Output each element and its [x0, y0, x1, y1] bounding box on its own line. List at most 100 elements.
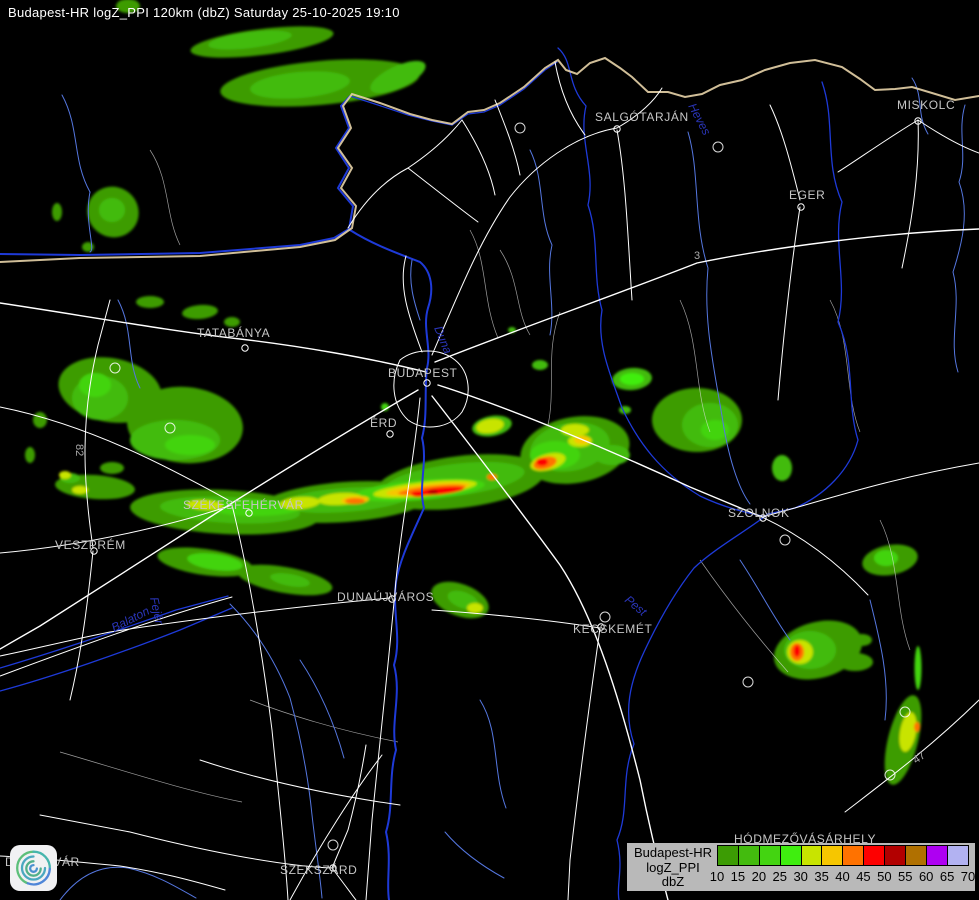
radar-echo	[487, 474, 497, 480]
city-marker	[423, 379, 431, 387]
legend-tick: 50	[877, 869, 892, 884]
radar-echo	[187, 553, 243, 571]
legend-tick: 70	[960, 869, 976, 884]
road-ring-m0	[393, 350, 469, 428]
settlement-marker	[712, 141, 724, 153]
marker-layer	[90, 117, 922, 872]
radar-echo	[536, 458, 548, 466]
road	[777, 206, 801, 401]
radar-echo	[428, 490, 438, 494]
county-line	[149, 149, 181, 246]
settlement-marker	[779, 534, 791, 546]
road	[365, 397, 421, 900]
river-stream	[952, 104, 966, 373]
road	[0, 406, 229, 501]
legend-ticks: 10 15 20 25 30 35 40 45 50 55 60 65 70	[710, 869, 977, 885]
road-layer	[0, 61, 979, 900]
city-label: KECSKEMÉT	[573, 621, 652, 636]
county-line-layer	[59, 149, 911, 803]
river-danube	[349, 229, 433, 900]
radar-title: Budapest-HR logZ_PPI 120km (dbZ) Saturda…	[8, 5, 400, 20]
county-label: Heves	[685, 101, 713, 138]
radar-echo	[25, 447, 35, 463]
road	[39, 814, 333, 869]
settlement-marker	[599, 611, 611, 623]
city-marker	[759, 514, 767, 522]
legend-tick: 40	[835, 869, 850, 884]
city-marker	[329, 864, 337, 872]
city-label: BUDAPEST	[388, 366, 458, 380]
city-label: ÉRD	[370, 415, 397, 430]
road	[347, 119, 463, 229]
road	[331, 744, 367, 869]
legend-tick: 25	[772, 869, 787, 884]
city-label: DUNAÚJVÁROS	[337, 589, 434, 604]
legend-tick: 60	[918, 869, 934, 884]
radar-echo	[345, 498, 365, 504]
road	[0, 504, 233, 554]
road	[616, 129, 633, 301]
radar-echo	[210, 500, 300, 516]
road	[0, 596, 233, 677]
legend-color-box	[779, 845, 802, 866]
river-danube	[0, 95, 355, 257]
radar-echo	[33, 412, 47, 428]
city-label: SZÉKESFEHÉRVÁR	[183, 497, 304, 512]
road	[331, 867, 357, 900]
radar-echo	[620, 373, 644, 385]
road	[917, 119, 979, 154]
river-stream	[869, 599, 887, 721]
legend-color-box	[842, 845, 865, 866]
radar-echo	[99, 198, 125, 222]
legend-panel: Budapest-HR logZ_PPI dbZ 10 15 20 25 30 35 40 4…	[627, 843, 975, 891]
road	[761, 516, 869, 596]
legend-labels: Budapest-HR logZ_PPI dbZ	[631, 845, 715, 890]
country-border	[0, 56, 979, 263]
city-label: MISKOLC	[897, 98, 955, 112]
road-number-label: 82	[73, 444, 85, 456]
river-stream	[529, 149, 553, 336]
road	[431, 87, 663, 356]
city-label: HÓDMEZŐVÁSÁRHELY	[734, 831, 876, 846]
road	[0, 302, 427, 373]
radar-echo	[59, 471, 71, 479]
radar-echo	[914, 722, 920, 732]
river-stream	[59, 866, 197, 900]
road	[231, 504, 289, 900]
river-tarna	[687, 131, 751, 505]
radar-echo	[224, 317, 240, 327]
city-marker	[597, 623, 605, 631]
river-stream	[479, 699, 507, 809]
road	[901, 119, 919, 269]
city-label: TATABÁNYA	[197, 325, 270, 340]
legend-color-box	[800, 845, 823, 866]
radar-echo	[852, 634, 872, 646]
city-label: EGER	[789, 188, 825, 202]
road	[402, 255, 423, 353]
river-sio	[229, 603, 323, 899]
radar-echo	[208, 30, 292, 50]
river-ipoly	[349, 61, 558, 126]
radar-echo	[72, 486, 88, 494]
road	[407, 167, 479, 223]
settlement-marker	[327, 839, 339, 851]
radar-echo	[701, 420, 729, 440]
lake-balaton-shore	[0, 607, 233, 692]
road	[837, 119, 919, 173]
radar-echo	[837, 653, 873, 671]
city-marker	[914, 117, 922, 125]
city-marker	[388, 595, 396, 603]
city-label: SZOLNOK	[728, 506, 790, 520]
road	[461, 119, 496, 196]
legend-tick: 20	[751, 869, 767, 884]
radar-echo	[136, 296, 164, 308]
lake-balaton-shore	[0, 595, 229, 669]
legend-color-box	[717, 845, 739, 866]
legend-tick: 30	[793, 869, 808, 884]
city-label: SALGÓTARJÁN	[595, 109, 689, 124]
weather-service-logo	[10, 845, 57, 891]
road	[769, 104, 801, 201]
radar-echo	[165, 435, 215, 455]
radar-echo	[467, 603, 483, 613]
county-line	[59, 751, 243, 803]
